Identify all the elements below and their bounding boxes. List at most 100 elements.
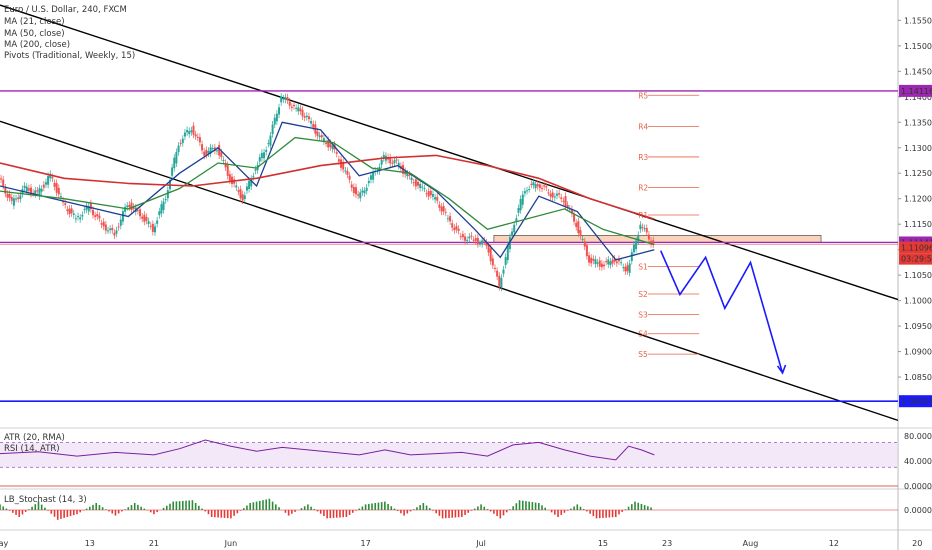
stoch-bar [355, 510, 357, 511]
stoch-bar [85, 508, 88, 510]
candle-body [70, 208, 73, 214]
candle-body [367, 180, 370, 184]
stoch-bar [252, 502, 255, 510]
candle-body [532, 182, 535, 186]
candle-body [506, 244, 509, 261]
candle-body [485, 242, 488, 246]
candle-body [519, 199, 522, 211]
candle-body [192, 125, 195, 135]
candle-body [8, 193, 11, 199]
candle-body [461, 234, 464, 238]
candle-body [295, 107, 298, 109]
candle-body [64, 203, 67, 205]
x-tick-label: 23 [662, 539, 672, 548]
stoch-bar [380, 502, 383, 510]
stoch-bar [345, 510, 348, 517]
candle-body [275, 113, 278, 122]
candle-body [98, 215, 101, 219]
stoch-bar [489, 510, 492, 512]
channel-upper-line [0, 4, 899, 301]
legend-symbol: Euro / U.S. Dollar, 240, FXCM [4, 5, 127, 15]
stoch-bar [631, 504, 633, 510]
candle-body [369, 175, 372, 180]
candle-body [72, 213, 75, 215]
candle-body [605, 261, 608, 263]
y-tick-label: 1.11500 [904, 220, 932, 229]
candle-body [190, 130, 193, 133]
stoch-bar [538, 503, 540, 510]
candle-body [444, 211, 447, 213]
stoch-bar [409, 510, 412, 512]
candle-body [645, 227, 648, 233]
candle-body [453, 227, 456, 231]
stoch-bar [342, 510, 344, 518]
stoch-bar [608, 510, 611, 518]
candle-body [363, 190, 366, 194]
stoch-bar [265, 499, 267, 510]
stoch-bar [258, 500, 261, 510]
stoch-bar [438, 510, 441, 516]
stoch-bar [310, 506, 312, 510]
stoch-bar [563, 510, 566, 513]
stoch-bar [602, 510, 604, 518]
stoch-bar [592, 510, 595, 517]
candle-body [19, 195, 22, 200]
candle-body [451, 223, 454, 228]
stoch-bar [255, 501, 258, 510]
stoch-bar [351, 510, 354, 513]
candle-body [136, 210, 139, 212]
candle-body [252, 176, 255, 178]
stoch-bar [153, 510, 155, 515]
y-tick-label: 1.12500 [904, 169, 932, 178]
candle-body [545, 186, 548, 188]
candle-body [177, 145, 180, 153]
stoch-bar [156, 510, 158, 513]
y-tick-label: 1.13500 [904, 118, 932, 127]
stoch-bar [8, 510, 11, 511]
y-tick-label: 1.10500 [904, 271, 932, 280]
stoch-bar [457, 510, 460, 518]
candle-body [581, 239, 584, 241]
candle-body [145, 216, 148, 221]
stoch-bar [406, 510, 409, 514]
candle-body [600, 263, 603, 268]
stoch-bar [239, 510, 242, 511]
candle-body [622, 267, 625, 269]
candle-body [220, 152, 223, 158]
candle-body [624, 266, 627, 272]
ma21-line [0, 121, 655, 261]
candle-body [96, 213, 99, 217]
stoch-bar [140, 506, 142, 510]
stoch-bar [191, 500, 194, 510]
candle-body [427, 191, 430, 197]
stoch-bar [477, 506, 479, 510]
stoch-bar [44, 507, 46, 510]
candle-body [299, 108, 302, 112]
candle-body [194, 134, 197, 137]
price-tag [899, 241, 932, 254]
candle-body [459, 236, 462, 238]
candle-body [617, 258, 620, 262]
candle-body [350, 184, 353, 188]
candle-body [500, 277, 503, 288]
stoch-bar [586, 510, 588, 512]
candle-body [57, 187, 60, 195]
stoch-bar [182, 500, 184, 510]
stoch-bar [634, 501, 636, 510]
candle-body [607, 259, 610, 265]
pivot-label: S5 [638, 350, 648, 359]
stoch-bar [461, 510, 463, 517]
level-tag [899, 84, 932, 97]
candle-body [588, 255, 591, 263]
candle-body [496, 270, 499, 277]
stoch-bar [573, 506, 575, 510]
stoch-bar [185, 500, 187, 510]
stoch-bar [204, 510, 207, 512]
stoch-bar [162, 507, 165, 510]
stoch-bar [12, 510, 14, 513]
stoch-bar [348, 510, 351, 515]
stoch-bar [214, 510, 216, 518]
atr-line [0, 439, 655, 461]
candle-body [583, 241, 586, 247]
